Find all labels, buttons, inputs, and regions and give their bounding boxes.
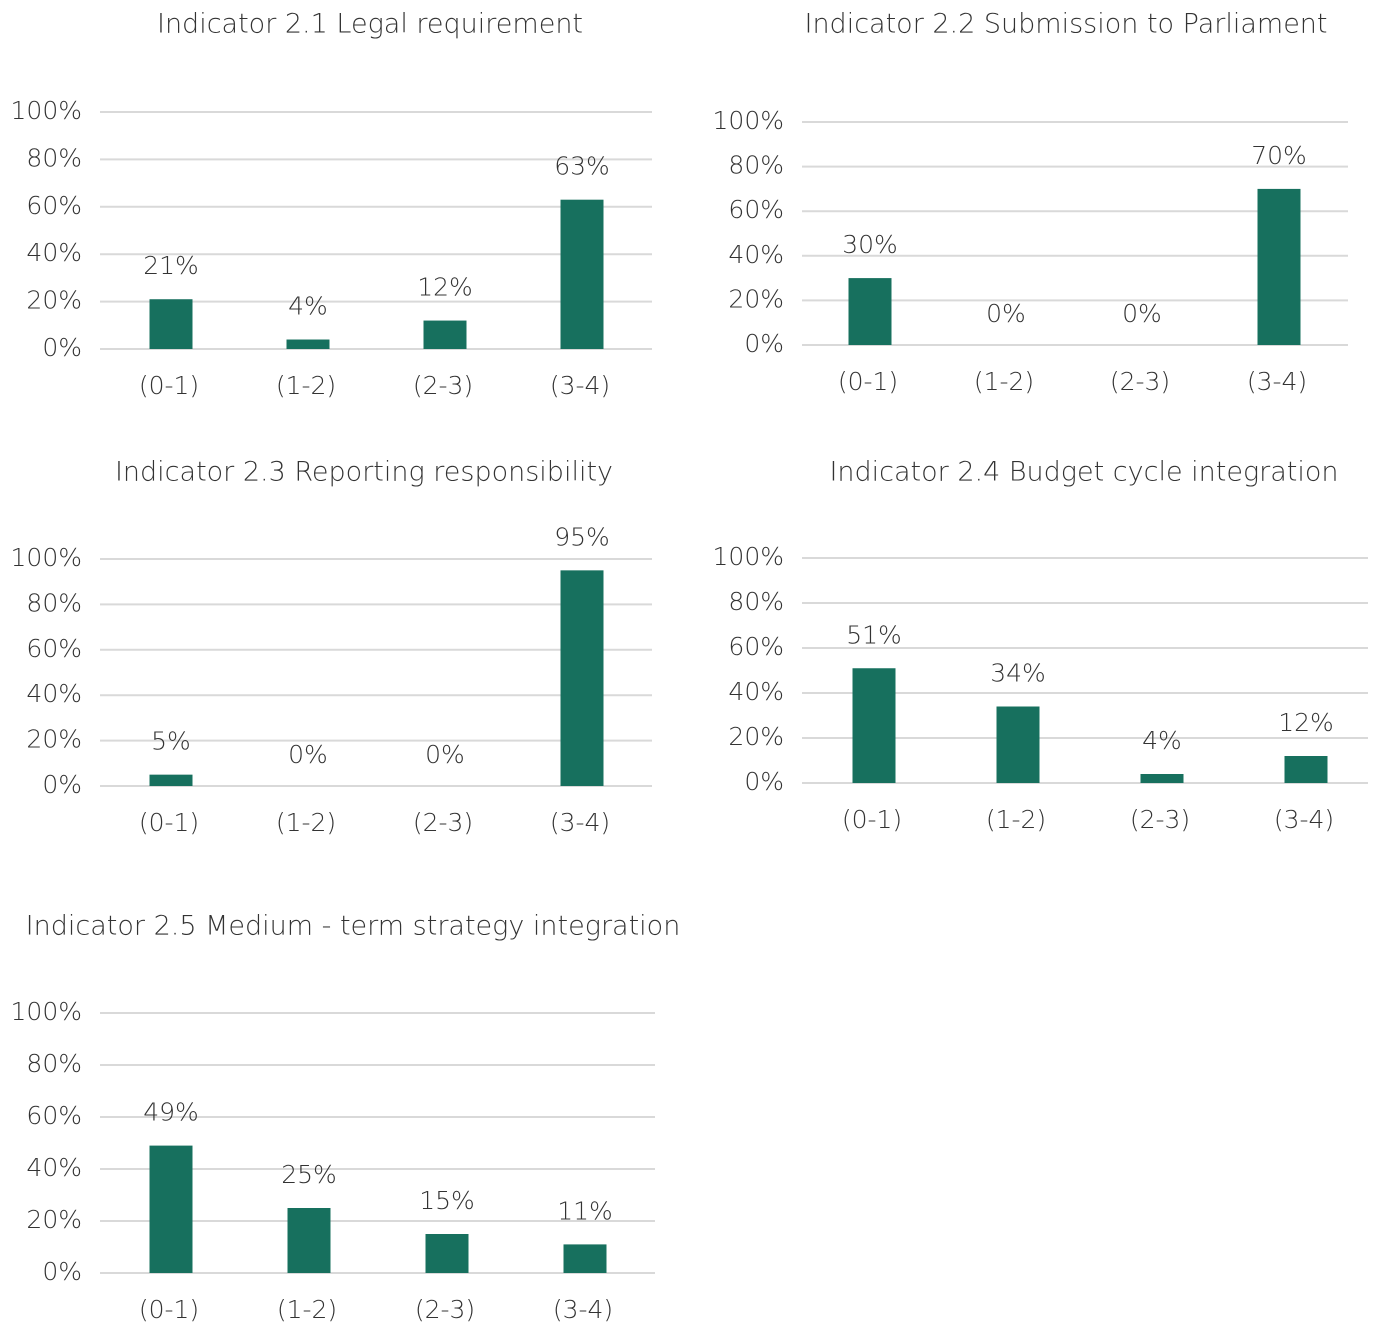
bar bbox=[423, 320, 467, 349]
x-tick-label: (3-4) bbox=[1247, 367, 1307, 396]
y-tick-label: 80% bbox=[728, 151, 784, 180]
value-label: 4% bbox=[288, 292, 328, 321]
x-tick-label: (0-1) bbox=[838, 367, 898, 396]
value-label: 21% bbox=[143, 251, 199, 280]
value-label: 15% bbox=[419, 1186, 475, 1215]
y-tick-label: 60% bbox=[728, 195, 784, 224]
value-label: 95% bbox=[554, 522, 610, 551]
y-tick-label: 60% bbox=[26, 634, 82, 663]
y-tick-label: 60% bbox=[26, 1101, 82, 1130]
x-tick-label: (2-3) bbox=[415, 1295, 475, 1324]
y-tick-label: 40% bbox=[26, 1153, 82, 1182]
x-tick-label: (2-3) bbox=[413, 371, 473, 400]
bar bbox=[149, 774, 193, 786]
y-tick-label: 40% bbox=[728, 677, 784, 706]
value-label: 25% bbox=[281, 1160, 337, 1189]
y-tick-label: 20% bbox=[26, 286, 82, 315]
x-tick-label: (2-3) bbox=[1130, 805, 1190, 834]
y-tick-label: 40% bbox=[26, 679, 82, 708]
value-label: 30% bbox=[842, 230, 898, 259]
bar bbox=[560, 199, 604, 349]
bar bbox=[563, 1244, 607, 1273]
chart-title: Indicator 2.1 Legal requirement bbox=[157, 9, 583, 40]
y-tick-label: 0% bbox=[42, 333, 82, 362]
bar bbox=[848, 278, 892, 345]
y-tick-label: 40% bbox=[728, 240, 784, 269]
bar bbox=[560, 570, 604, 786]
bar bbox=[286, 339, 330, 349]
x-tick-label: (0-1) bbox=[139, 808, 199, 837]
y-tick-label: 80% bbox=[26, 143, 82, 172]
x-tick-label: (2-3) bbox=[413, 808, 473, 837]
value-label: 0% bbox=[425, 740, 465, 769]
bar bbox=[425, 1234, 469, 1273]
y-tick-label: 0% bbox=[42, 1257, 82, 1286]
value-label: 49% bbox=[143, 1098, 199, 1127]
y-tick-label: 100% bbox=[713, 542, 784, 571]
bar bbox=[149, 1145, 193, 1273]
value-label: 5% bbox=[151, 727, 191, 756]
x-tick-label: (3-4) bbox=[550, 808, 610, 837]
bar bbox=[1140, 774, 1184, 783]
value-label: 51% bbox=[846, 620, 902, 649]
y-tick-label: 0% bbox=[42, 770, 82, 799]
value-label: 12% bbox=[1278, 708, 1334, 737]
bar bbox=[1257, 188, 1301, 345]
value-label: 70% bbox=[1251, 141, 1307, 170]
x-tick-label: (1-2) bbox=[276, 371, 336, 400]
chart-title: Indicator 2.5 Medium - term strategy int… bbox=[26, 911, 681, 942]
y-tick-label: 20% bbox=[728, 284, 784, 313]
y-tick-label: 20% bbox=[26, 725, 82, 754]
chart-title: Indicator 2.3 Reporting responsibility bbox=[115, 457, 613, 488]
chart-title: Indicator 2.2 Submission to Parliament bbox=[804, 9, 1327, 40]
value-label: 12% bbox=[417, 273, 473, 302]
y-tick-label: 100% bbox=[11, 543, 82, 572]
x-tick-label: (1-2) bbox=[277, 1295, 337, 1324]
value-label: 11% bbox=[557, 1196, 613, 1225]
chart-title: Indicator 2.4 Budget cycle integration bbox=[829, 457, 1338, 488]
value-label: 63% bbox=[554, 152, 610, 181]
value-label: 0% bbox=[1122, 299, 1162, 328]
bar bbox=[287, 1208, 331, 1273]
y-tick-label: 60% bbox=[728, 632, 784, 661]
y-tick-label: 100% bbox=[11, 997, 82, 1026]
bar bbox=[1284, 756, 1328, 783]
bar bbox=[852, 668, 896, 783]
y-tick-label: 0% bbox=[744, 329, 784, 358]
x-tick-label: (3-4) bbox=[553, 1295, 613, 1324]
y-tick-label: 60% bbox=[26, 191, 82, 220]
value-label: 34% bbox=[990, 659, 1046, 688]
x-tick-label: (0-1) bbox=[842, 805, 902, 834]
y-tick-label: 0% bbox=[744, 767, 784, 796]
bar bbox=[149, 299, 193, 349]
x-tick-label: (3-4) bbox=[550, 371, 610, 400]
y-tick-label: 100% bbox=[11, 96, 82, 125]
x-tick-label: (1-2) bbox=[974, 367, 1034, 396]
y-tick-label: 100% bbox=[713, 106, 784, 135]
value-label: 4% bbox=[1142, 726, 1182, 755]
value-label: 0% bbox=[288, 740, 328, 769]
bar bbox=[996, 706, 1040, 783]
y-tick-label: 20% bbox=[728, 722, 784, 751]
y-tick-label: 80% bbox=[728, 587, 784, 616]
x-tick-label: (1-2) bbox=[986, 805, 1046, 834]
x-tick-label: (3-4) bbox=[1274, 805, 1334, 834]
y-tick-label: 80% bbox=[26, 588, 82, 617]
x-tick-label: (2-3) bbox=[1110, 367, 1170, 396]
x-tick-label: (0-1) bbox=[139, 1295, 199, 1324]
x-tick-label: (0-1) bbox=[139, 371, 199, 400]
x-tick-label: (1-2) bbox=[276, 808, 336, 837]
y-tick-label: 40% bbox=[26, 238, 82, 267]
y-tick-label: 20% bbox=[26, 1205, 82, 1234]
value-label: 0% bbox=[986, 299, 1026, 328]
y-tick-label: 80% bbox=[26, 1049, 82, 1078]
